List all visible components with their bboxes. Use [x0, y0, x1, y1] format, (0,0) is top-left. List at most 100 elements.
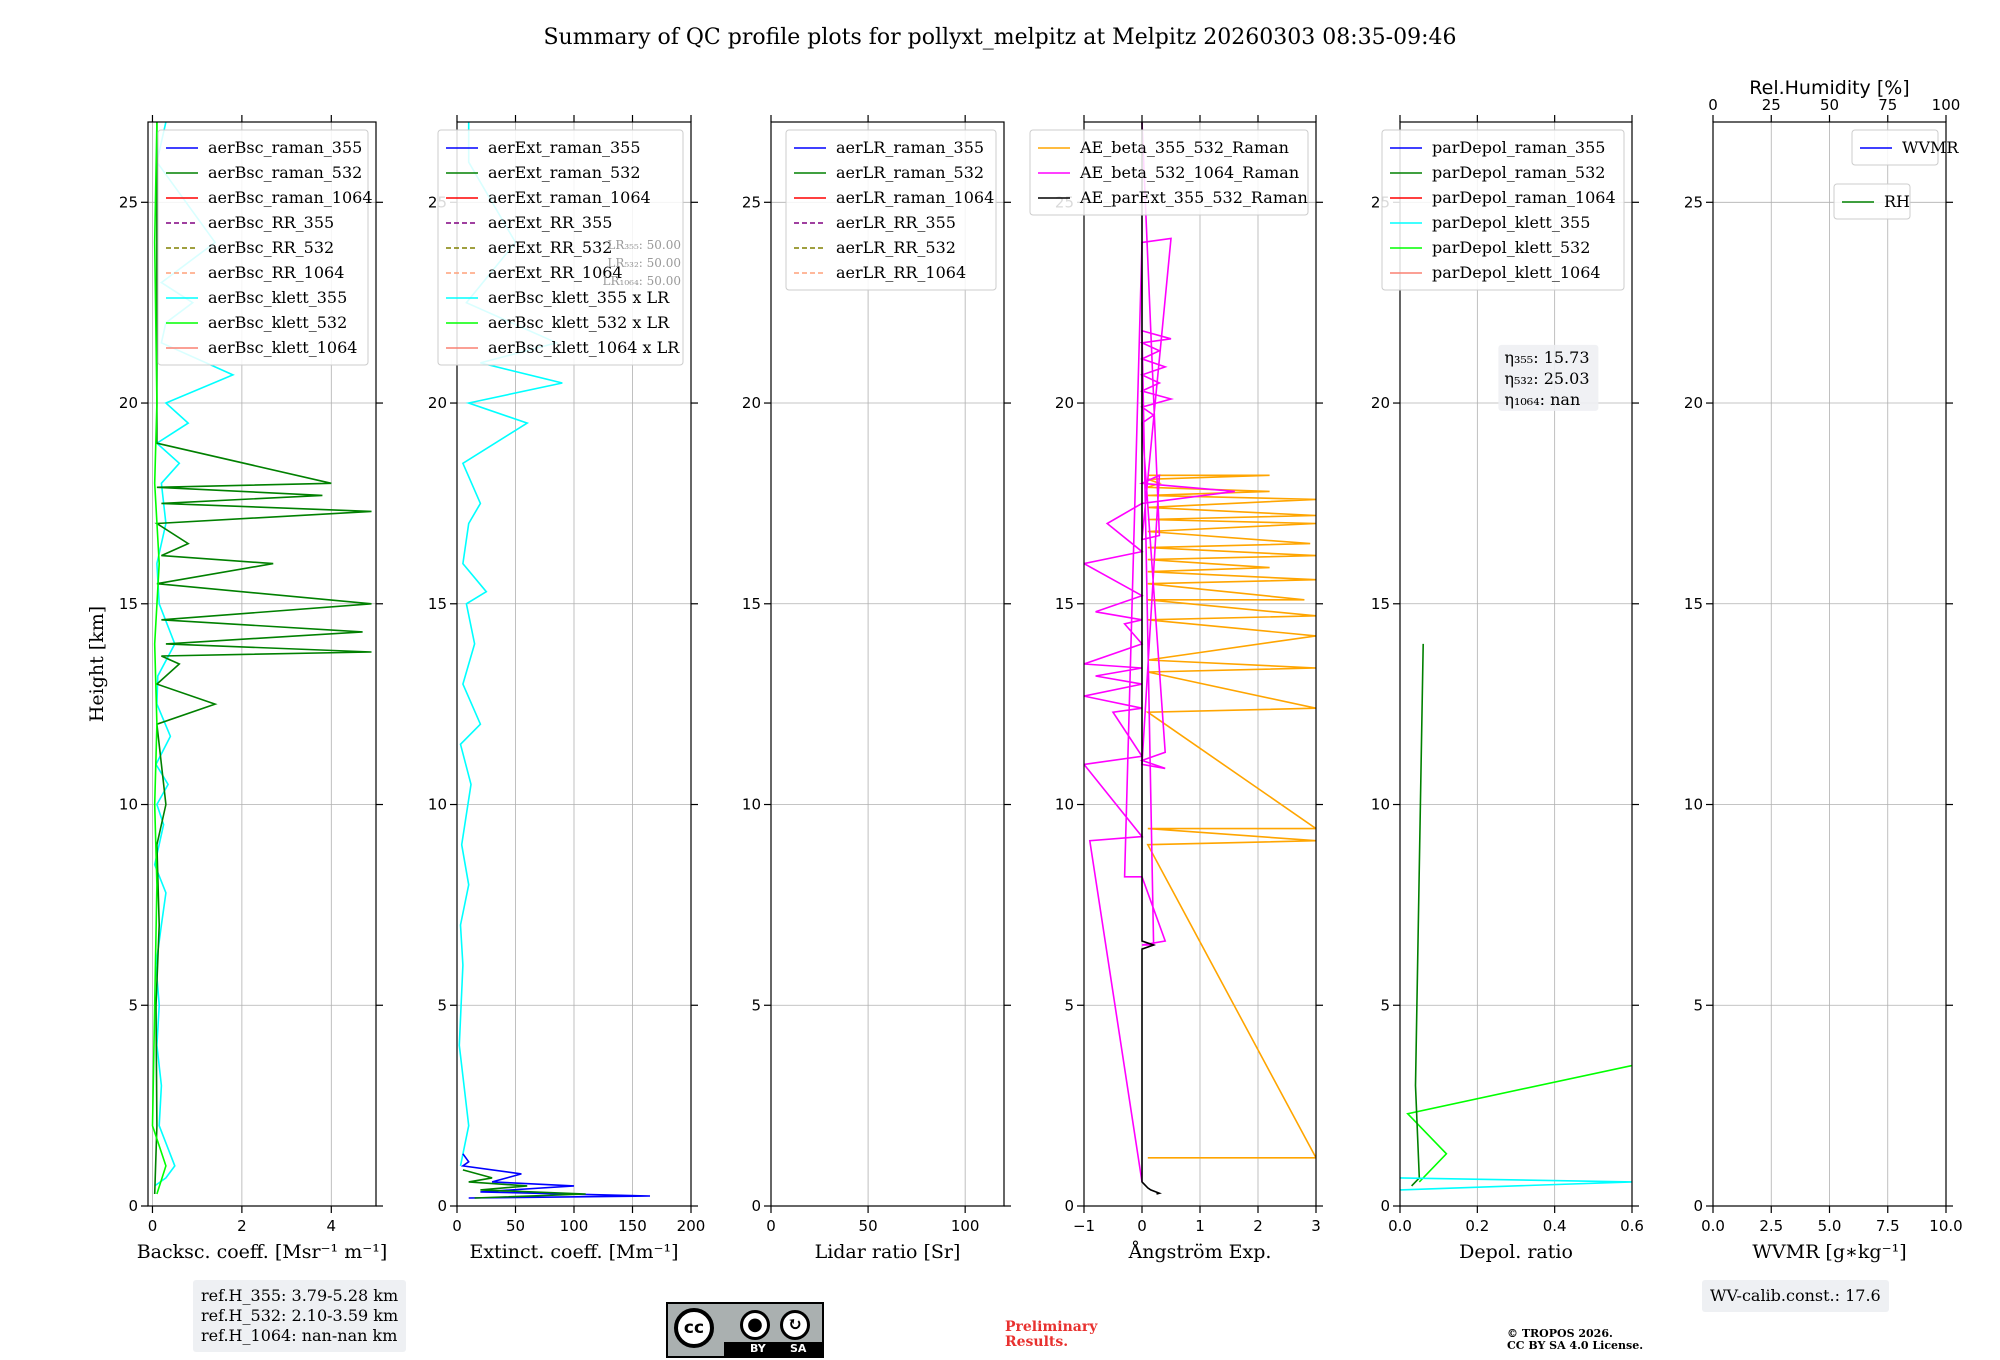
legend-entry: aerBsc_raman_355	[208, 138, 362, 157]
wv-calib-box: WV-calib.const.: 17.6	[1702, 1280, 1889, 1312]
eta-line: η₅₃₂: 25.03	[1504, 369, 1589, 388]
legend-entry: parDepol_klett_532	[1432, 238, 1590, 257]
copyright-line-2: CC BY SA 4.0 License.	[1507, 1339, 1644, 1352]
y-tick-label: 15	[1684, 595, 1703, 613]
y-axis-label: Height [km]	[86, 606, 108, 722]
x-tick-label: 0	[1137, 1217, 1147, 1235]
copyright-note: © TROPOS 2026. CC BY SA 4.0 License.	[1507, 1328, 1643, 1352]
y-tick-label: 10	[428, 796, 447, 814]
legend-entry: parDepol_klett_355	[1432, 213, 1590, 232]
series-line-parDepol_raman_532	[1411, 643, 1424, 1187]
x-tick-label: 0	[452, 1217, 462, 1235]
legend-entry: aerExt_raman_532	[488, 163, 641, 182]
legend-entry: aerExt_RR_355	[488, 213, 612, 232]
preliminary-note: Preliminary Results.	[1005, 1320, 1097, 1350]
legend: aerBsc_raman_355 aerBsc_raman_532 aerBsc_r…	[157, 129, 373, 366]
ref-height-355: ref.H_355: 3.79-5.28 km	[201, 1286, 399, 1305]
series-line-parDepol_klett_532	[1406, 1064, 1632, 1183]
y-tick-label: 5	[1064, 996, 1074, 1014]
x-tick-label: 50	[859, 1217, 878, 1235]
x2-axis-label: Rel.Humidity [%]	[1749, 77, 1909, 99]
x-tick-label: 0.0	[1388, 1217, 1412, 1235]
y-tick-label: 15	[119, 595, 138, 613]
x2-tick-label: 50	[1820, 96, 1839, 114]
x-tick-label: 0.2	[1465, 1217, 1489, 1235]
legend-entry: aerLR_raman_1064	[836, 188, 994, 207]
x2-tick-label: 25	[1762, 96, 1781, 114]
x-tick-label: 10.0	[1929, 1217, 1962, 1235]
axes-frame	[147, 121, 377, 1207]
x-tick-label: 4	[327, 1217, 337, 1235]
legend-entry: aerBsc_klett_532 x LR	[488, 313, 670, 332]
legend-entry: aerExt_raman_1064	[488, 188, 651, 207]
legend-entry: aerLR_raman_532	[836, 163, 984, 182]
series-line-AE_beta_532_1064_Raman	[1084, 122, 1235, 1183]
cc-license-logo: cc ● ↻ BY SA	[666, 1302, 824, 1358]
legend: parDepol_raman_355 parDepol_raman_532 parD…	[1381, 129, 1625, 291]
y-tick-label: 0	[437, 1197, 447, 1215]
legend-entry: parDepol_raman_355	[1432, 138, 1605, 157]
panel-angstrom: −101230510152025Ångström Exp.AE_beta_355…	[1029, 115, 1323, 1263]
legend-frame	[1029, 129, 1309, 216]
eta-line: η₃₅₅: 15.73	[1504, 348, 1589, 367]
sa-icon: ↻	[780, 1310, 810, 1340]
cc-icon: cc	[674, 1308, 714, 1348]
y-tick-label: 15	[1371, 595, 1390, 613]
lr-annotation: LR₁₀₆₄: 50.00	[603, 274, 681, 288]
legend-entry: aerLR_RR_1064	[836, 263, 966, 282]
y-tick-label: 5	[1380, 996, 1390, 1014]
x-axis-label: Backsc. coeff. [Msr⁻¹ m⁻¹]	[137, 1241, 388, 1263]
series-line-AE_parExt_355_532_Raman	[1141, 122, 1162, 1195]
x-tick-label: 0	[148, 1217, 158, 1235]
legend-frame	[437, 129, 684, 366]
y-tick-label: 10	[1684, 796, 1703, 814]
axes-frame	[770, 121, 1005, 1207]
legend-frame	[1381, 129, 1625, 291]
y-tick-label: 5	[128, 996, 138, 1014]
legend-entry: WVMR	[1902, 138, 1959, 157]
ref-heights-box: ref.H_355: 3.79-5.28 km ref.H_532: 2.10-…	[193, 1280, 407, 1352]
y-tick-label: 25	[119, 193, 138, 211]
legend-entry: aerBsc_klett_355 x LR	[488, 288, 670, 307]
preliminary-line-1: Preliminary	[1005, 1319, 1098, 1335]
legend: WVMR	[1851, 129, 1959, 166]
x-tick-label: 200	[677, 1217, 706, 1235]
y-tick-label: 15	[428, 595, 447, 613]
y-tick-label: 0	[1693, 1197, 1703, 1215]
ref-height-532: ref.H_532: 2.10-3.59 km	[201, 1306, 399, 1325]
cc-sa-label: SA	[790, 1342, 807, 1355]
legend: aerLR_raman_355 aerLR_raman_532 aerLR_rama…	[785, 129, 997, 291]
series-group	[1084, 122, 1316, 1195]
panel-lidar_ratio: 0 50 100 0 5 10 15 20 25 Lidar ratio [Sr] aerLR_ra…	[742, 115, 1011, 1263]
legend-entry: aerExt_raman_355	[488, 138, 641, 157]
y-tick-label: 25	[742, 193, 761, 211]
y-tick-label: 5	[437, 996, 447, 1014]
legend-entry: aerBsc_klett_532	[208, 313, 347, 332]
x-tick-label: 100	[951, 1217, 980, 1235]
series-line-aerBsc_raman_532	[153, 122, 372, 1195]
series-line-aerExt_raman_532	[462, 1169, 586, 1199]
legend-entry: aerLR_raman_355	[836, 138, 984, 157]
legend-entry: parDepol_raman_532	[1432, 163, 1605, 182]
x-tick-label: −1	[1073, 1217, 1095, 1235]
x2-tick-label: 100	[1932, 96, 1961, 114]
x-tick-label: 0.0	[1701, 1217, 1725, 1235]
x-tick-label: 7.5	[1876, 1217, 1900, 1235]
legend-entry: aerBsc_klett_1064 x LR	[488, 338, 680, 357]
y-tick-label: 10	[742, 796, 761, 814]
eta-annotation: η₃₅₅: 15.73 η₅₃₂: 25.03 η₁₀₆₄: nan	[1498, 344, 1599, 411]
x-axis-label: Extinct. coeff. [Mm⁻¹]	[469, 1241, 678, 1263]
by-icon: ●	[740, 1310, 770, 1340]
legend-entry: aerBsc_RR_532	[208, 238, 334, 257]
y-tick-label: 10	[1055, 796, 1074, 814]
legend-entry: aerBsc_klett_355	[208, 288, 347, 307]
legend: aerExt_raman_355 aerExt_raman_532 aerExt_r…	[437, 129, 684, 366]
legend-entry: aerExt_RR_1064	[488, 263, 623, 282]
legend-entry: aerBsc_klett_1064	[208, 338, 357, 357]
x-tick-label: 150	[618, 1217, 647, 1235]
x-tick-label: 2	[1253, 1217, 1263, 1235]
x2-tick-label: 75	[1878, 96, 1897, 114]
x-tick-label: 0	[766, 1217, 776, 1235]
